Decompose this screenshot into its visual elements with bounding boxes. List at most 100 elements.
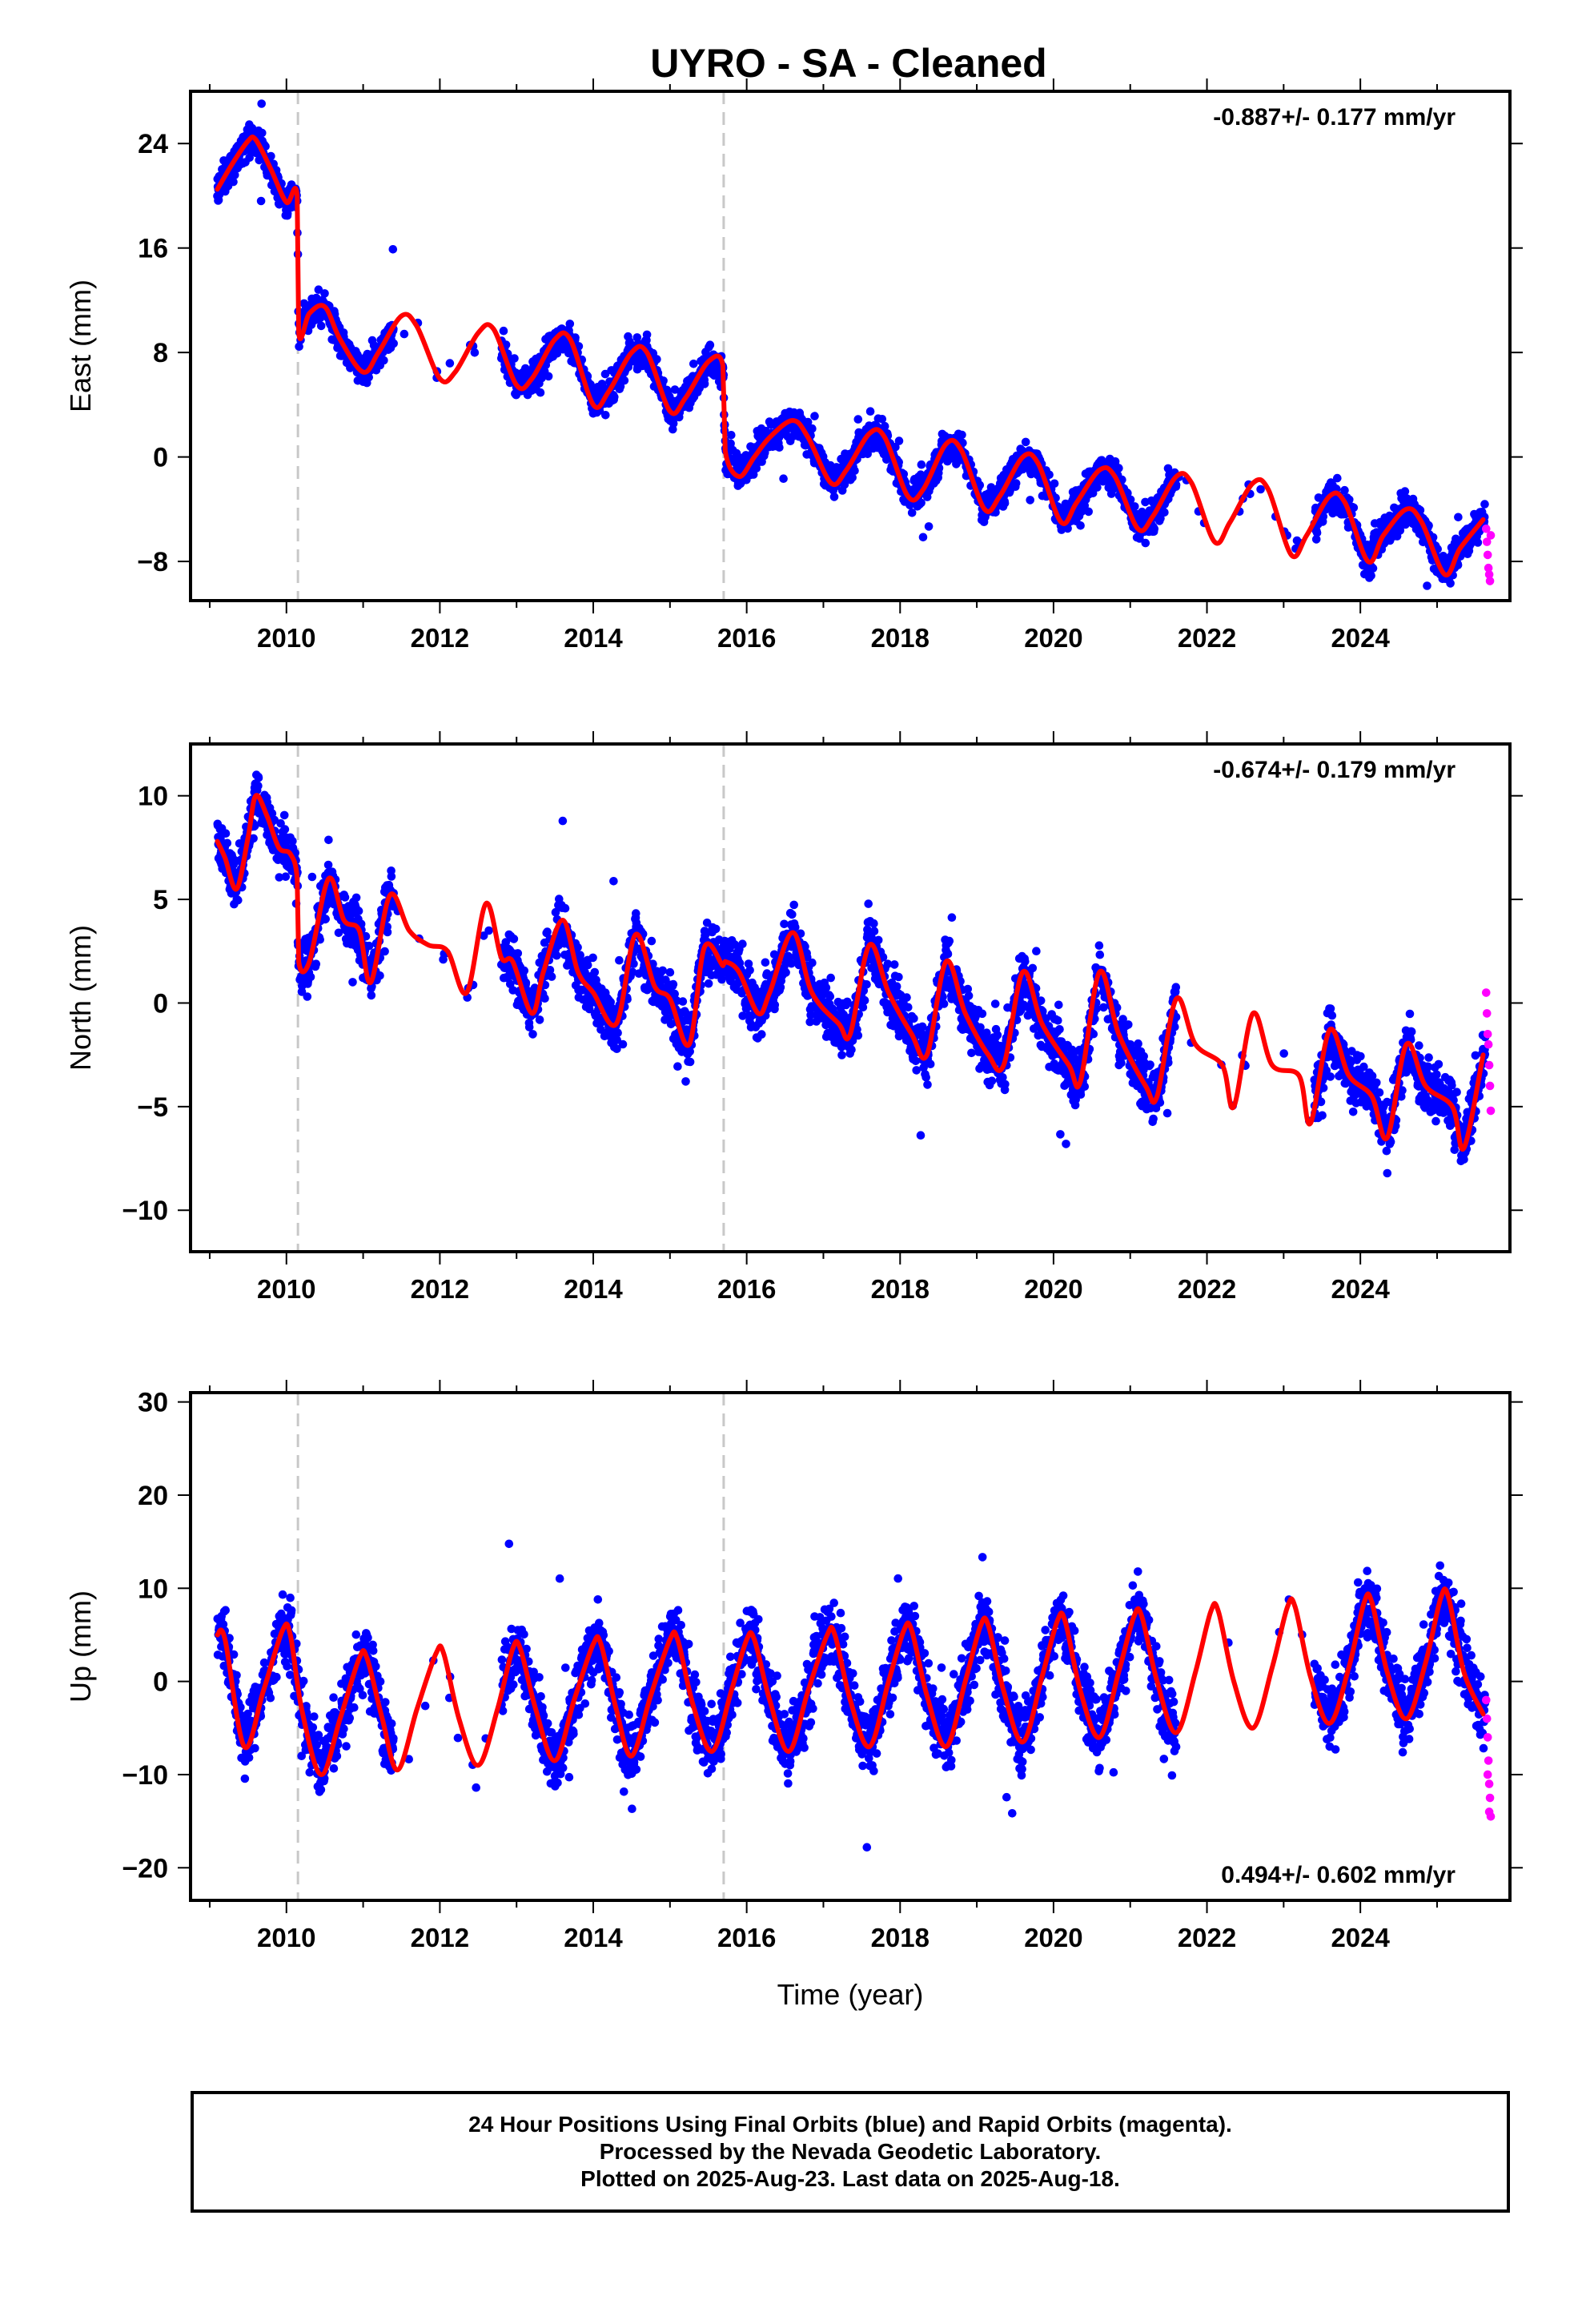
data-point: [853, 1031, 863, 1040]
data-point: [303, 992, 312, 1001]
data-point: [1349, 503, 1359, 513]
data-point: [658, 966, 667, 975]
data-point: [389, 339, 399, 348]
data-point: [324, 835, 333, 845]
rapid-point: [1484, 563, 1493, 573]
data-point: [1156, 514, 1165, 523]
data-point: [1333, 473, 1342, 483]
data-point: [711, 924, 721, 934]
y-tick-label: 10: [138, 782, 168, 812]
data-point: [1256, 485, 1265, 494]
data-point: [848, 472, 857, 482]
data-point: [685, 1057, 695, 1067]
data-point: [894, 436, 904, 445]
data-point: [314, 285, 323, 295]
data-point: [354, 907, 363, 915]
data-point: [779, 474, 788, 483]
data-point: [669, 979, 678, 989]
data-point: [669, 419, 678, 428]
data-point: [858, 1003, 868, 1012]
chart-title: UYRO - SA - Cleaned: [650, 41, 1046, 86]
data-point: [295, 342, 303, 352]
data-point: [267, 809, 277, 818]
data-point: [781, 968, 790, 977]
data-point: [509, 935, 519, 943]
data-point: [705, 340, 715, 350]
data-point: [383, 927, 392, 937]
data-point: [681, 1077, 690, 1086]
data-point: [513, 949, 523, 958]
rate-label: -0.887+/- 0.177 mm/yr: [1213, 104, 1456, 131]
data-point: [840, 480, 849, 489]
data-point: [761, 958, 770, 967]
data-point: [361, 931, 371, 941]
data-point: [1400, 487, 1410, 496]
data-point: [520, 966, 529, 975]
data-point: [254, 781, 263, 790]
data-point: [791, 923, 800, 932]
data-point: [1312, 528, 1322, 537]
data-point: [700, 380, 709, 388]
data-point: [307, 872, 317, 882]
data-point: [536, 388, 545, 397]
data-point: [320, 289, 329, 298]
data-point: [275, 873, 284, 882]
data-point: [1423, 581, 1431, 590]
data-point: [775, 443, 784, 452]
y-tick-label: 0: [153, 443, 168, 473]
data-point: [776, 983, 785, 992]
data-point: [479, 931, 488, 940]
data-point: [588, 953, 597, 963]
data-point: [551, 907, 560, 917]
y-tick-label: 16: [138, 234, 168, 264]
data-point: [878, 953, 888, 962]
y-tick-label: 24: [138, 129, 168, 159]
data-point: [1473, 538, 1483, 547]
data-point: [521, 978, 531, 987]
x-tick-label: 2024: [1331, 1274, 1390, 1304]
data-point: [877, 415, 887, 424]
data-point: [864, 899, 873, 908]
data-point: [1093, 483, 1102, 492]
data-point: [860, 995, 869, 1005]
data-point: [583, 960, 592, 970]
data-point: [727, 431, 736, 440]
data-point: [810, 412, 819, 420]
data-point: [787, 959, 796, 968]
data-point: [1480, 500, 1489, 509]
x-tick-label: 2024: [1331, 623, 1390, 653]
x-tick-label: 2010: [257, 623, 315, 653]
data-point: [738, 1011, 747, 1020]
rapid-point: [1483, 550, 1492, 560]
data-point: [571, 333, 580, 342]
data-point: [803, 952, 812, 962]
x-tick-label: 2018: [871, 623, 930, 653]
data-point: [1368, 564, 1378, 573]
data-point: [1454, 513, 1463, 522]
data-point: [689, 360, 698, 368]
data-point: [808, 424, 817, 433]
data-point: [543, 927, 552, 936]
rapid-point: [1485, 577, 1495, 585]
data-point: [850, 466, 859, 475]
data-point: [223, 838, 232, 848]
rapid-point: [1482, 537, 1492, 546]
rapid-point: [1486, 531, 1496, 540]
data-point: [1150, 525, 1159, 533]
data-point: [560, 903, 570, 913]
data-point: [1319, 512, 1328, 521]
data-point: [643, 985, 652, 995]
panel-east: 2010 2012 2014 2016 2018 2020 2022 2024−8081624…: [64, 78, 1523, 653]
data-point: [547, 972, 556, 981]
data-point: [659, 376, 668, 385]
data-point: [704, 979, 713, 988]
data-point: [484, 926, 493, 935]
data-point: [257, 99, 267, 108]
data-point: [918, 533, 928, 542]
data-point: [869, 919, 878, 928]
data-point: [540, 994, 549, 1003]
data-point: [647, 936, 656, 946]
data-point: [738, 939, 747, 948]
data-point: [596, 1025, 605, 1034]
data-point: [601, 411, 610, 420]
